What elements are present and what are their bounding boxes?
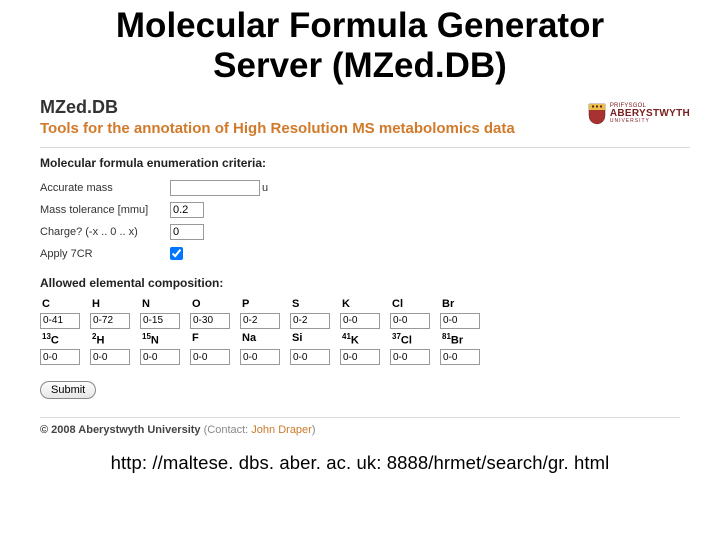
element-range-input[interactable] [40,313,80,329]
element-range-input[interactable] [340,349,380,365]
contact-name: John Draper [251,424,312,436]
element-range-input[interactable] [440,313,480,329]
brand-name: MZed.DB [40,97,515,118]
element-header: 15N [140,332,184,347]
element-range-input[interactable] [90,313,130,329]
element-range-input[interactable] [90,349,130,365]
element-grid: CHNOPSK Cl Br 13C 2H 15N F Na Si 41K 37Cl 81Br [40,298,690,366]
divider-top [40,147,690,148]
contact-prefix: (Contact: [204,424,252,436]
element-header: 81Br [440,332,484,347]
element-header: Si [290,332,334,347]
element-range-input[interactable] [240,313,280,329]
contact-suffix: ) [312,424,316,436]
unit-accurate-mass: u [262,182,268,194]
element-range-input[interactable] [140,313,180,329]
element-header: 37Cl [390,332,434,347]
title-line-2: Server (MZed.DB) [213,46,507,85]
element-header: F [190,332,234,347]
element-header: O [190,298,234,310]
element-header: C [40,298,84,310]
brand-tagline: Tools for the annotation of High Resolut… [40,120,515,137]
element-range-input[interactable] [140,349,180,365]
element-header: 41K [340,332,384,347]
footer-bar: © 2008 Aberystwyth University (Contact: … [40,424,690,436]
element-header: 13C [40,332,84,347]
input-accurate-mass[interactable] [170,180,260,196]
shield-icon [588,103,606,125]
element-header: S [290,298,334,310]
input-charge[interactable] [170,224,204,240]
copyright-text: © 2008 Aberystwyth University [40,424,201,436]
element-header: Na [240,332,284,347]
element-header: K [340,298,384,310]
uni-line3: UNIVERSITY [610,119,690,124]
criteria-heading: Molecular formula enumeration criteria: [40,156,690,170]
element-range-input[interactable] [390,313,430,329]
element-header: P [240,298,284,310]
row-accurate-mass: Accurate mass u [40,178,690,198]
element-range-input[interactable] [40,349,80,365]
element-range-input[interactable] [340,313,380,329]
university-text: PRIFYSGOL ABERYSTWYTH UNIVERSITY [610,103,690,124]
element-range-input[interactable] [190,349,230,365]
label-accurate-mass: Accurate mass [40,182,170,194]
label-charge: Charge? (-x .. 0 .. x) [40,226,170,238]
element-range-input[interactable] [240,349,280,365]
row-charge: Charge? (-x .. 0 .. x) [40,222,690,242]
checkbox-apply-7cr[interactable] [170,247,183,260]
element-header: Cl [390,298,434,310]
brand-row: MZed.DB Tools for the annotation of High… [40,97,690,137]
university-logo: PRIFYSGOL ABERYSTWYTH UNIVERSITY [588,103,690,125]
element-header: H [90,298,134,310]
allowed-heading: Allowed elemental composition: [40,276,690,290]
element-range-input[interactable] [390,349,430,365]
element-header: 2H [90,332,134,347]
element-header: N [140,298,184,310]
input-mass-tol[interactable] [170,202,204,218]
element-range-input[interactable] [290,349,330,365]
element-range-input[interactable] [190,313,230,329]
slide-title: Molecular Formula Generator Server (MZed… [0,0,720,97]
row-apply-7cr: Apply 7CR [40,244,690,264]
label-mass-tol: Mass tolerance [mmu] [40,204,170,216]
url-text: http: //maltese. dbs. aber. ac. uk: 8888… [0,452,720,474]
submit-button[interactable]: Submit [40,381,96,399]
element-range-input[interactable] [440,349,480,365]
label-apply-7cr: Apply 7CR [40,248,170,260]
app-screenshot: MZed.DB Tools for the annotation of High… [40,97,690,437]
divider-bottom [40,417,680,418]
element-range-input[interactable] [290,313,330,329]
brand-left: MZed.DB Tools for the annotation of High… [40,97,515,137]
element-header: Br [440,298,484,310]
row-mass-tol: Mass tolerance [mmu] [40,200,690,220]
title-line-1: Molecular Formula Generator [116,6,604,45]
